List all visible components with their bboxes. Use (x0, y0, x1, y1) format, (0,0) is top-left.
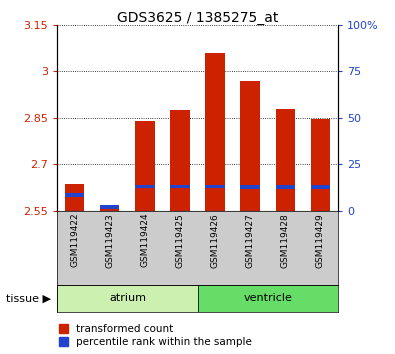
Bar (135, 184, 154, 188)
Bar (100, 205, 120, 211)
Legend: transformed count, percentile rank within the sample: transformed count, percentile rank withi… (58, 324, 252, 347)
Bar (65, 184, 85, 211)
Bar (198, 285, 338, 312)
Text: ventricle: ventricle (243, 293, 292, 303)
Text: GSM119425: GSM119425 (175, 213, 184, 268)
Bar (57, 285, 198, 312)
Bar (205, 184, 225, 188)
Bar (135, 121, 154, 211)
Text: GDS3625 / 1385275_at: GDS3625 / 1385275_at (117, 11, 278, 25)
Bar (241, 185, 260, 189)
Bar (65, 193, 85, 197)
Bar (310, 185, 330, 189)
Text: GSM119424: GSM119424 (140, 213, 149, 268)
Text: atrium: atrium (109, 293, 146, 303)
Text: GSM119429: GSM119429 (316, 213, 325, 268)
Bar (170, 110, 190, 211)
Text: GSM119422: GSM119422 (70, 213, 79, 268)
Bar (310, 119, 330, 211)
Bar (205, 53, 225, 211)
Bar (275, 185, 295, 189)
Text: tissue ▶: tissue ▶ (6, 293, 51, 303)
Bar (100, 205, 120, 209)
Bar (241, 80, 260, 211)
Text: GSM119423: GSM119423 (105, 213, 115, 268)
Text: GSM119426: GSM119426 (211, 213, 220, 268)
Bar (275, 109, 295, 211)
Text: GSM119428: GSM119428 (280, 213, 290, 268)
Text: GSM119427: GSM119427 (246, 213, 255, 268)
Bar (170, 184, 190, 188)
